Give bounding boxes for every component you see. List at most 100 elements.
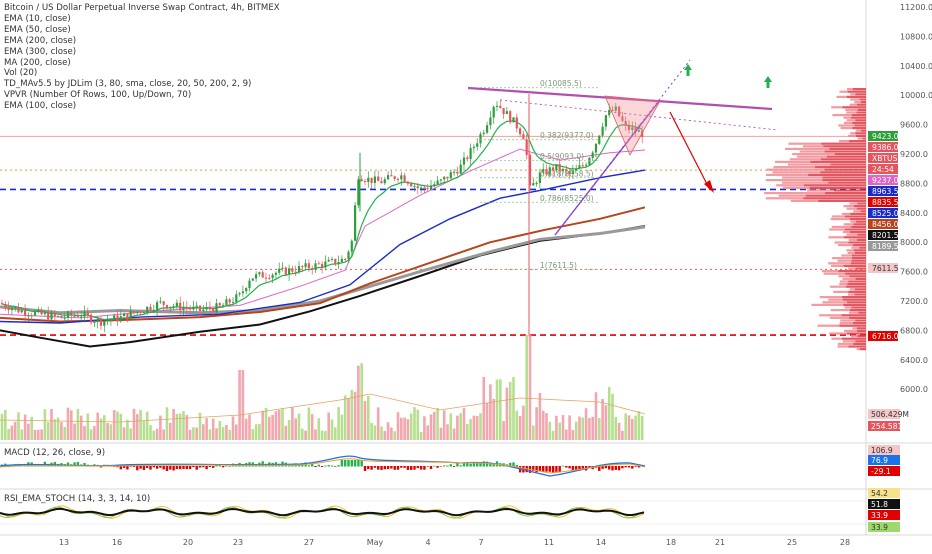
y-tick-label: 9600.0 [900, 121, 928, 130]
volume-bar [63, 426, 66, 440]
vpvr-row [842, 106, 866, 109]
candle [466, 157, 469, 160]
price-label-bg [868, 175, 898, 185]
vpvr-row [828, 298, 843, 301]
vpvr-row [852, 127, 866, 130]
price-label-bg [868, 153, 898, 163]
candle [429, 185, 433, 189]
price-label: 9386.0 [872, 143, 899, 152]
y-tick-label: 6800.0 [900, 326, 928, 335]
volume-bar [409, 413, 413, 440]
vpvr-row [851, 225, 866, 228]
vpvr-row [782, 186, 810, 189]
volume-bar [301, 428, 304, 440]
volume-bar [337, 407, 340, 440]
vpvr-row [821, 270, 839, 273]
candle [80, 316, 83, 318]
legend-td-ma[interactable]: TD_MAv5.5 by JDLim (3, 80, sma, close, 2… [4, 79, 252, 90]
candle [330, 258, 334, 260]
vpvr-row [840, 319, 856, 322]
vpvr-row [844, 228, 866, 231]
vpvr-row [765, 197, 804, 200]
candle [53, 312, 56, 317]
volume-bar [271, 414, 274, 440]
x-tick-label: 7 [478, 538, 483, 547]
price-label: 24:54 [872, 165, 894, 174]
legend-vol[interactable]: Vol (20) [4, 68, 38, 79]
vpvr-row [857, 329, 866, 332]
volume-bar [343, 395, 347, 440]
macd-hist [347, 460, 350, 467]
vpvr-row [843, 303, 866, 306]
vpvr-row [843, 205, 854, 208]
volume-bar [40, 429, 43, 440]
legend-vpvr[interactable]: VPVR (Number Of Rows, 100, Up/Down, 70) [4, 90, 192, 101]
candle [608, 109, 611, 116]
candle [489, 117, 492, 126]
macd-label[interactable]: MACD (12, 26, close, 9) [4, 448, 106, 458]
volume-bar [116, 411, 119, 440]
vpvr-row [830, 218, 850, 221]
volume-bar [254, 424, 258, 440]
volume-ma [0, 393, 646, 423]
vpvr-row [846, 111, 857, 114]
legend-ema300[interactable]: EMA (300, close) [4, 46, 77, 57]
legend-ma200[interactable]: MA (200, close) [4, 57, 71, 68]
vpvr-row [853, 249, 866, 252]
candle [621, 116, 624, 122]
macd-value-label-bg [868, 466, 900, 476]
macd-hist [136, 466, 139, 471]
volume-bar [621, 430, 624, 440]
candle [146, 306, 149, 313]
vpvr-row [776, 184, 805, 187]
volume-bar [287, 419, 291, 440]
rsi-label[interactable]: RSI_EMA_STOCH (14, 3, 3, 14, 10) [4, 494, 151, 504]
volume-bar [535, 407, 538, 440]
vpvr-row [830, 285, 846, 288]
legend-ema10[interactable]: EMA (10, close) [4, 13, 71, 24]
volume-bar [360, 363, 363, 440]
vpvr-row [846, 332, 866, 335]
fib-label-3: 0.618(8858.5) [540, 169, 594, 178]
price-label-bg [868, 131, 898, 141]
volume-bar [324, 430, 327, 440]
legend-ema200[interactable]: EMA (200, close) [4, 35, 77, 46]
macd-hist [330, 465, 334, 467]
candle [192, 306, 195, 310]
vpvr-row [846, 207, 857, 210]
volume-bar [99, 418, 103, 440]
volume-bar [367, 395, 370, 440]
macd-hist [228, 466, 231, 467]
vpvr-row [856, 134, 866, 137]
candle [169, 306, 172, 309]
legend-ema50[interactable]: EMA (50, close) [4, 24, 71, 35]
volume-bar [30, 416, 33, 440]
vpvr-row [802, 145, 824, 148]
price-label: 8189.5 [872, 242, 899, 251]
volume-bar [512, 377, 515, 440]
candle [578, 165, 581, 169]
rsi-value-label-bg [868, 488, 900, 498]
vpvr-row [849, 202, 858, 205]
vpvr-row [845, 285, 866, 288]
volume-bar [545, 413, 548, 440]
candle [357, 179, 360, 206]
candle [241, 291, 244, 294]
volume-bar [215, 428, 218, 440]
price-label-bg [868, 230, 898, 240]
vpvr-row [837, 259, 852, 262]
volume-bar [241, 370, 245, 440]
volume-bar [640, 415, 644, 440]
dotted-trendline [499, 99, 779, 131]
vpvr-row [824, 168, 866, 171]
candle [304, 263, 307, 268]
vpvr-row [824, 192, 866, 195]
volume-bar [7, 428, 10, 440]
macd-hist [363, 466, 367, 472]
vpvr-row [851, 114, 866, 117]
macd-hist [132, 466, 136, 467]
volume-bar [598, 418, 601, 440]
legend-ema100[interactable]: EMA (100, close) [4, 101, 77, 112]
candle [462, 157, 466, 165]
